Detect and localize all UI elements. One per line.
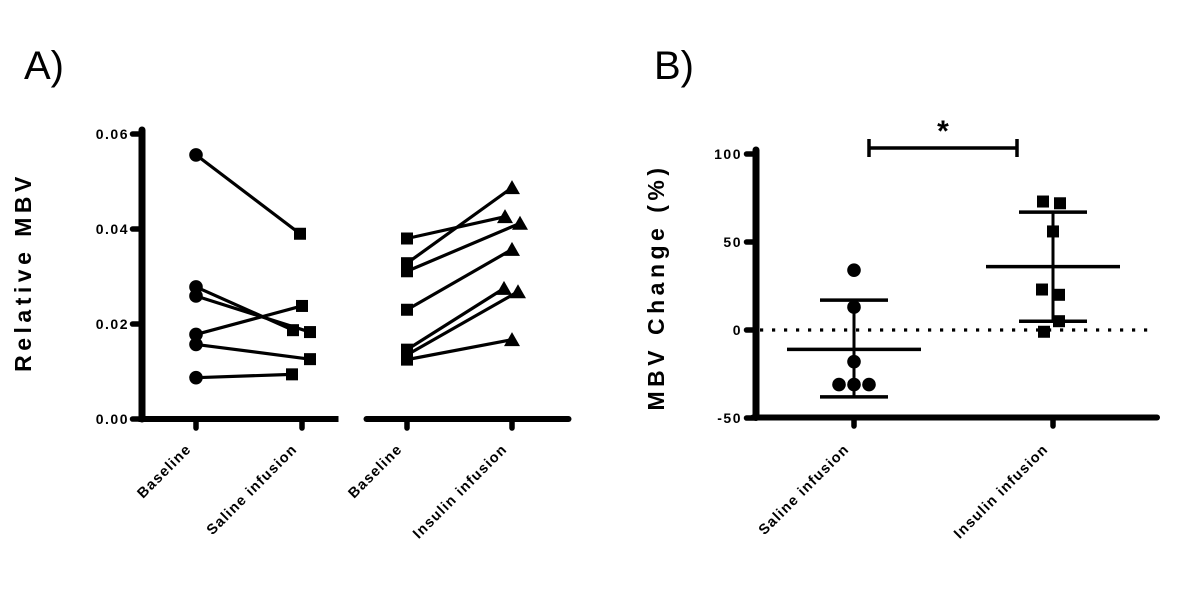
data-point-square (1053, 288, 1065, 301)
data-point-circle (847, 377, 861, 392)
data-point-square (1054, 197, 1066, 210)
panel-a-label: A) (24, 44, 64, 88)
panel-a-category-label: Insulin infusion (410, 442, 511, 543)
pair-line (406, 290, 519, 357)
data-point-square (294, 227, 306, 240)
data-point-square (1036, 283, 1048, 296)
pair-line (195, 304, 303, 336)
panel-b-y-tick-label: 0 (733, 322, 742, 338)
data-point-circle (847, 263, 861, 277)
panel-a-y-tick-label: 0.02 (96, 316, 129, 332)
data-point-circle (847, 300, 861, 314)
panel-a-y-tick-label: 0.04 (96, 221, 129, 237)
data-point-square (401, 232, 413, 245)
panel-b-y-tick-label: 100 (714, 146, 742, 162)
data-point-circle (847, 354, 861, 369)
panel-b-y-axis-title: MBV Change (%) (643, 164, 669, 411)
data-point-square (401, 265, 413, 278)
data-point-square (401, 353, 413, 366)
data-point-square (286, 368, 298, 381)
data-point-circle (189, 148, 203, 162)
data-point-triangle (497, 209, 513, 224)
data-point-square (401, 303, 413, 316)
data-point-square (1053, 315, 1065, 328)
data-point-triangle (504, 332, 520, 347)
pair-line (406, 221, 521, 273)
data-point-square (1038, 325, 1050, 338)
panel-a-category-label: Baseline (135, 442, 195, 502)
panel-a-y-tick-label: 0.06 (96, 126, 129, 142)
data-point-circle (189, 337, 203, 352)
data-point-circle (189, 370, 203, 385)
data-point-square (287, 324, 299, 337)
panel-b-y-tick-label: 50 (723, 234, 742, 250)
panel-b-y-tick-label: -50 (717, 410, 742, 426)
significance-asterisk: * (937, 115, 949, 148)
pair-line (406, 186, 513, 265)
pair-line (406, 338, 513, 362)
data-point-circle (189, 289, 203, 303)
data-point-square (1037, 195, 1049, 208)
data-point-square (296, 299, 308, 312)
panel-a-category-label: Saline infusion (204, 442, 301, 539)
data-point-square (1047, 225, 1059, 238)
pair-line (406, 248, 513, 312)
pair-line (406, 287, 505, 352)
pair-line (195, 342, 311, 361)
data-point-triangle (496, 280, 512, 295)
pair-line (195, 153, 301, 236)
data-point-triangle (512, 215, 528, 230)
data-point-circle (189, 327, 203, 342)
panel-b-label: B) (654, 44, 694, 88)
panel-a-category-label: Baseline (346, 442, 406, 502)
panel-a-y-tick-label: 0.00 (96, 411, 129, 427)
data-point-square (304, 326, 316, 339)
pair-line (195, 372, 293, 380)
panel-b-category-label: Saline infusion (756, 442, 853, 539)
data-point-circle (832, 377, 846, 392)
data-point-triangle (504, 241, 520, 256)
panel-a-y-axis-title: Relative MBV (10, 172, 36, 372)
data-point-square (304, 353, 316, 366)
panel-b-category-label: Insulin infusion (951, 442, 1052, 543)
data-point-triangle (504, 180, 520, 195)
data-point-triangle (510, 284, 526, 299)
data-point-circle (862, 377, 876, 392)
